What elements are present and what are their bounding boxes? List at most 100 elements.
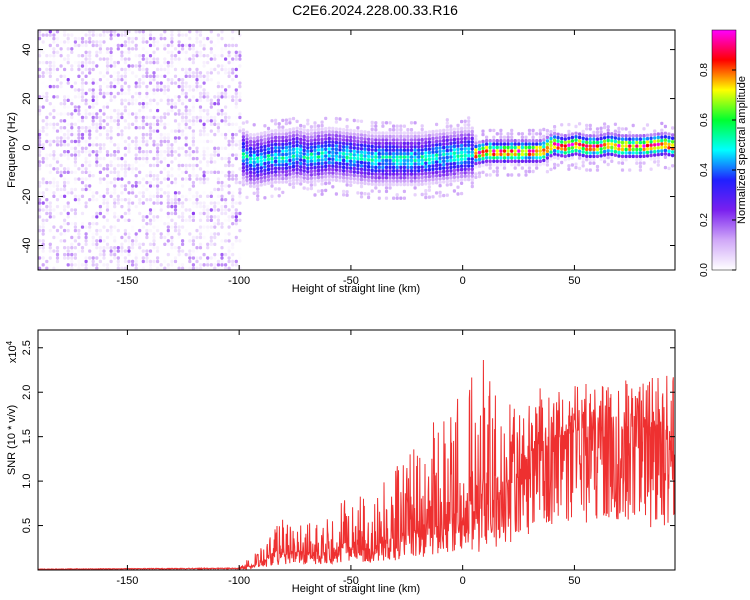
- spectrogram-cell: [524, 139, 528, 143]
- spectrogram-cell: [445, 135, 449, 139]
- spectrogram-cell: [392, 152, 396, 156]
- spectrogram-cell: [545, 139, 549, 143]
- spectrogram-cell: [402, 134, 406, 139]
- spectrogram-cell: [578, 142, 582, 147]
- spectrogram-cell: [241, 135, 245, 139]
- spectrogram-cell: [77, 232, 81, 236]
- spectrogram-cell: [138, 112, 142, 116]
- spectrogram-cell: [41, 239, 45, 243]
- spectrogram-cell: [159, 263, 163, 267]
- spectrogram-cell: [342, 134, 346, 139]
- spectrogram-cell: [545, 156, 549, 160]
- spectrogram-cell: [216, 108, 220, 113]
- spectrogram-cell: [227, 266, 231, 270]
- spectrogram-cell: [420, 131, 424, 135]
- spectrogram-cell: [302, 159, 306, 163]
- spectrogram-cell: [306, 166, 310, 171]
- spectrogram-cell: [145, 201, 149, 205]
- spectrogram-cell: [45, 211, 49, 216]
- spectrogram-cell: [98, 146, 102, 150]
- spectrogram-cell: [224, 119, 228, 123]
- spectrogram-cell: [148, 74, 153, 78]
- spectrogram-cell: [388, 131, 392, 135]
- spectrogram-cell: [66, 167, 70, 171]
- spectrogram-cell: [184, 266, 188, 270]
- spectrogram-cell: [506, 135, 510, 139]
- spectrogram-cell: [220, 91, 224, 96]
- spectrogram-cell: [224, 64, 228, 68]
- spectrogram-cell: [359, 171, 364, 175]
- spectrogram-cell: [442, 176, 446, 181]
- spectrogram-cell: [445, 159, 449, 163]
- spectrogram-cell: [238, 115, 242, 120]
- spectrogram-cell: [45, 84, 49, 89]
- spectrogram-cell: [109, 54, 113, 58]
- spectrogram-cell: [148, 263, 153, 267]
- spectrogram-cell: [134, 194, 138, 198]
- spectrogram-cell: [80, 150, 85, 154]
- spectrogram-cell: [449, 138, 453, 142]
- spectrogram-cell: [45, 201, 49, 205]
- spectrogram-cell: [63, 98, 67, 102]
- spectrogram-cell: [177, 246, 181, 250]
- spectrogram-cell: [220, 194, 224, 198]
- spectrogram-cell: [617, 126, 621, 131]
- spectrogram-cell: [45, 98, 49, 102]
- spectrogram-cell: [102, 91, 106, 96]
- spectrogram-cell: [653, 150, 657, 154]
- spectrogram-cell: [374, 152, 378, 156]
- spectrogram-cell: [209, 129, 213, 133]
- spectrogram-cell: [177, 33, 181, 37]
- spectrogram-cell: [91, 112, 95, 116]
- spectrogram-cell: [41, 232, 45, 236]
- spectrogram-cell: [195, 146, 199, 150]
- spectrogram-cell: [392, 134, 396, 139]
- spectrogram-cell: [581, 150, 585, 154]
- spectrogram-cell: [342, 158, 346, 163]
- spectrogram-cell: [395, 134, 399, 139]
- spectrogram-cell: [224, 170, 228, 174]
- spectrogram-cell: [649, 153, 653, 158]
- spectrogram-cell: [80, 88, 85, 92]
- spectrogram-cell: [510, 135, 514, 139]
- spectrogram-cell: [105, 102, 110, 106]
- spectrogram-cell: [127, 211, 131, 216]
- spectrogram-cell: [531, 139, 535, 143]
- spectrogram-cell: [556, 136, 560, 140]
- spectrogram-cell: [331, 167, 335, 172]
- spectrogram-cell: [145, 235, 149, 240]
- spectrogram-cell: [84, 150, 88, 154]
- spectrogram-cell: [499, 142, 503, 146]
- spectrogram-cell: [252, 167, 256, 171]
- spectrogram-cell: [170, 129, 174, 133]
- spectrogram-cell: [367, 182, 371, 186]
- spectrogram-cell: [563, 134, 567, 138]
- spectrogram-cell: [109, 232, 113, 236]
- spectrogram-cell: [45, 33, 49, 37]
- spectrogram-cell: [224, 146, 228, 150]
- spectrogram-cell: [163, 57, 167, 61]
- spectrogram-cell: [195, 198, 199, 202]
- spectrogram-cell: [216, 187, 220, 192]
- spectrogram-cell: [38, 132, 42, 137]
- snr-plot: -150 -100 -50 0 50 0.51.01.52.02.5 Height of…: [5, 329, 676, 595]
- spectrogram-cell: [95, 40, 99, 44]
- spectrogram-cell: [184, 122, 188, 126]
- colorbar: 0.00.20.40.60.8 Normalized spectral ampl…: [699, 29, 748, 277]
- spectrogram-cell: [524, 169, 528, 174]
- spectrogram-cell: [420, 155, 424, 159]
- spectrogram-cell: [553, 145, 557, 149]
- spectrogram-cell: [123, 40, 127, 44]
- spectrogram-cell: [202, 156, 206, 161]
- spectrogram-cell: [649, 140, 653, 144]
- spectrogram-cell: [170, 143, 174, 147]
- spectrogram-cell: [123, 167, 127, 171]
- spectrogram-cell: [138, 156, 142, 161]
- spectrogram-cell: [148, 122, 153, 126]
- spectrogram-cell: [177, 64, 181, 68]
- spectrogram-cell: [485, 145, 489, 150]
- spectrogram-cell: [66, 228, 70, 233]
- spectrogram-cell: [549, 147, 553, 151]
- spectrogram-cell: [166, 136, 170, 140]
- spectrogram-cell: [198, 132, 203, 137]
